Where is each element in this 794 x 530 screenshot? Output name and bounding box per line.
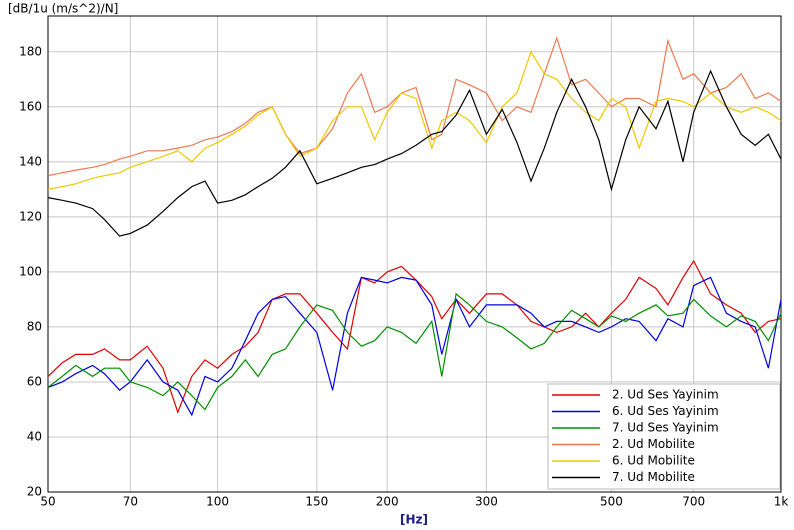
series-line bbox=[47, 292, 782, 411]
x-tick-label: 700 bbox=[682, 495, 705, 509]
x-tick-label: 100 bbox=[206, 495, 229, 509]
y-tick-label: 100 bbox=[19, 264, 42, 278]
y-tick-label: 140 bbox=[19, 154, 42, 168]
x-tick-label: 70 bbox=[123, 495, 138, 509]
series-line bbox=[47, 50, 782, 190]
y-tick-label: 120 bbox=[19, 209, 42, 223]
legend-label: 2. Ud Mobilite bbox=[612, 437, 695, 451]
y-tick-label: 80 bbox=[27, 319, 42, 333]
series-line bbox=[47, 69, 782, 237]
legend-label: 2. Ud Ses Yayinim bbox=[612, 388, 719, 402]
y-tick-label: 40 bbox=[27, 429, 42, 443]
x-tick-label: 500 bbox=[600, 495, 623, 509]
legend-box bbox=[547, 383, 781, 490]
y-tick-label: 20 bbox=[27, 485, 42, 499]
legend-label: 6. Ud Mobilite bbox=[612, 454, 695, 468]
legend-label: 7. Ud Ses Yayinim bbox=[612, 421, 719, 435]
legend-label: 7. Ud Mobilite bbox=[612, 470, 695, 484]
x-tick-label: 1k bbox=[774, 495, 789, 509]
plot-frame bbox=[47, 15, 782, 493]
y-tick-label: 180 bbox=[19, 44, 42, 58]
y-tick-label: 160 bbox=[19, 99, 42, 113]
series-line bbox=[47, 36, 782, 177]
series-line bbox=[47, 276, 782, 417]
x-axis-label: [Hz] bbox=[400, 513, 428, 527]
legend-label: 6. Ud Ses Yayinim bbox=[612, 404, 719, 418]
x-tick-label: 300 bbox=[475, 495, 498, 509]
y-axis-label: [dB/1u (m/s^2)/N] bbox=[8, 2, 118, 16]
x-tick-label: 50 bbox=[40, 495, 55, 509]
y-tick-label: 60 bbox=[27, 374, 42, 388]
x-tick-label: 200 bbox=[376, 495, 399, 509]
x-tick-label: 150 bbox=[305, 495, 328, 509]
